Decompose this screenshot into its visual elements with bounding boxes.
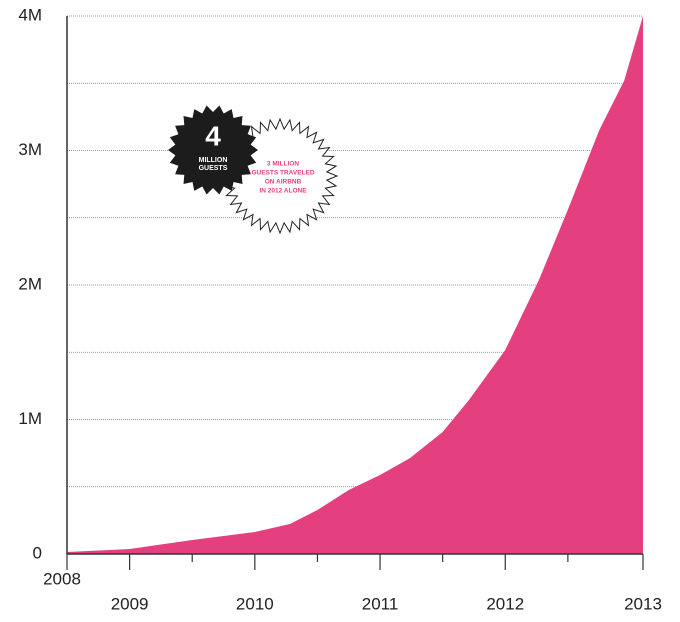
note-text: GUESTS TRAVELED	[251, 170, 314, 177]
x-tick-label: 2011	[362, 594, 399, 613]
x-tick-label: 2013	[624, 594, 662, 613]
badge-text: MILLION	[199, 157, 228, 164]
y-tick-label: 2M	[18, 274, 42, 293]
badge-number: 4	[205, 120, 221, 151]
note-text: 3 MILLION	[267, 161, 299, 168]
x-tick-label: 2008	[43, 569, 81, 588]
y-tick-label: 0	[33, 543, 42, 562]
y-tick-label: 4M	[18, 5, 42, 24]
x-tick-label: 2009	[111, 594, 149, 613]
y-tick-label: 1M	[18, 409, 42, 428]
badge-text: GUESTS	[199, 165, 228, 172]
badge-burst	[168, 105, 258, 195]
note-text: ON AIRBNB	[265, 179, 302, 186]
area	[67, 16, 643, 554]
x-tick-label: 2010	[236, 594, 274, 613]
y-tick-label: 3M	[18, 140, 42, 159]
x-tick-label: 2012	[486, 594, 524, 613]
note-text: IN 2012 ALONE	[259, 188, 307, 195]
